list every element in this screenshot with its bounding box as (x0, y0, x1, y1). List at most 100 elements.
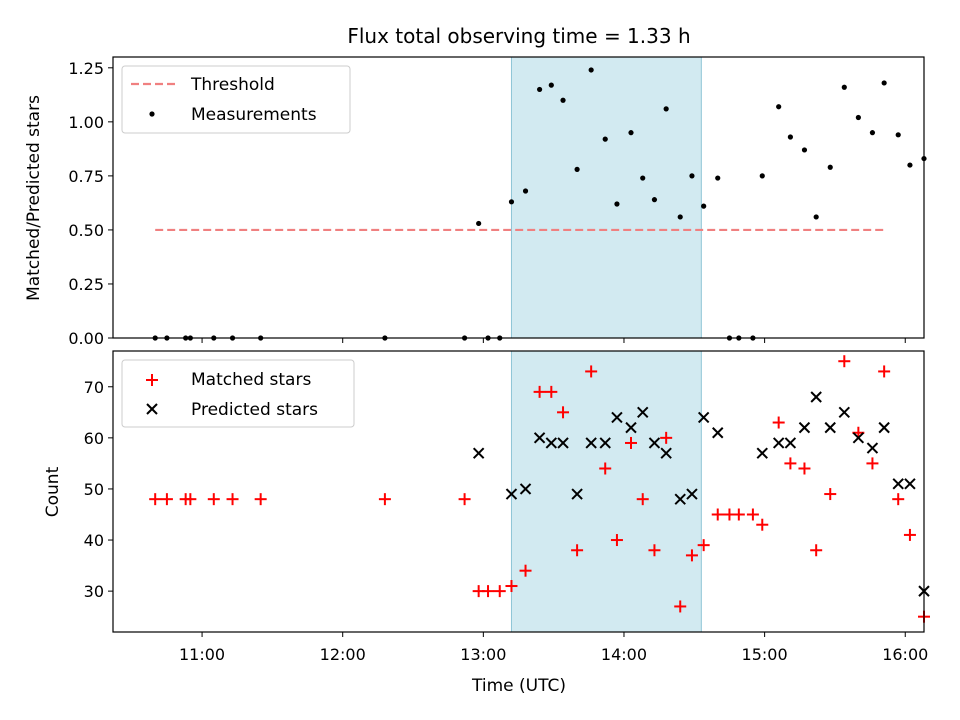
predicted-star-point (571, 488, 583, 500)
y-tick-label: 70 (84, 378, 104, 397)
x-tick-label: 14:00 (601, 645, 647, 664)
matched-star-point (772, 416, 785, 429)
matched-star-point (458, 493, 471, 506)
x-b (904, 478, 916, 490)
x-b (585, 437, 597, 449)
measurement-point (689, 173, 695, 179)
x-b (519, 483, 532, 495)
measurement-point (628, 130, 634, 136)
matched-star-point (207, 493, 220, 506)
measurement-point (677, 214, 683, 220)
x-b (557, 437, 569, 449)
predicted-star-point (892, 478, 904, 490)
predicted-star-point (878, 421, 890, 434)
x-b (784, 437, 797, 449)
predicted-star-point (798, 421, 811, 434)
predicted-star-point (756, 447, 768, 459)
x-b (472, 447, 485, 459)
x-b (533, 432, 546, 444)
measurement-point (701, 203, 707, 209)
x-b (637, 406, 649, 419)
predicted-star-point (472, 447, 485, 459)
matched-star-point (625, 436, 638, 449)
predicted-star-point (637, 406, 649, 419)
matched-star-point (732, 508, 745, 521)
x-axis-label: Time (UTC) (471, 676, 566, 696)
measurement-point (776, 104, 782, 110)
measurement-point (787, 134, 793, 140)
bottom-legend-box (121, 359, 355, 428)
measurement-point (663, 106, 669, 112)
matched-star-point (160, 493, 173, 506)
matched-star-point (784, 457, 797, 470)
matched-star-point (636, 493, 649, 506)
x-b (838, 406, 851, 419)
top-panel: 0.00 0.25 0.50 0.75 1.00 1.25 Matched/Predict… (24, 56, 927, 348)
matched-star-point (585, 365, 598, 378)
y-tick-label: 1.25 (68, 59, 104, 78)
x-tick-label: 15:00 (742, 645, 788, 664)
measurement-point (855, 114, 861, 121)
predicted-star-point (674, 493, 686, 505)
x-b (648, 437, 661, 449)
predicted-star-point (557, 437, 569, 449)
measurement-point (640, 175, 646, 181)
measurement-point (869, 130, 876, 136)
measurement-point (881, 80, 887, 86)
measurement-point (574, 166, 580, 172)
top-ylabel: Matched/Predicted stars (24, 95, 44, 301)
measurement-point (536, 86, 543, 93)
predicted-star-point (852, 432, 865, 444)
measurement-point (522, 188, 529, 194)
measurement-point (651, 197, 658, 203)
matched-star-point (378, 493, 391, 506)
predicted-star-point (866, 442, 879, 454)
matched-star-point (697, 539, 710, 552)
observing-window-top (510, 56, 702, 339)
y-tick-label: 30 (84, 582, 104, 601)
x-b (810, 391, 822, 403)
measurement-point (895, 132, 901, 138)
x-b (660, 447, 672, 459)
matched-star-point (798, 462, 811, 475)
matched-star-point (838, 355, 851, 368)
x-b (892, 478, 904, 490)
matched-star-point (878, 365, 891, 378)
predicted-star-point (585, 437, 597, 449)
predicted-star-point (904, 478, 916, 490)
predicted-star-point (519, 483, 532, 495)
highlight-band (510, 56, 702, 339)
top-y-ticks: 0.00 0.25 0.50 0.75 1.00 1.25 (68, 59, 113, 348)
x-b (697, 411, 710, 424)
matched-star-point (226, 493, 239, 506)
matched-star-point (149, 493, 162, 506)
y-tick-label: 0.00 (68, 329, 104, 348)
y-tick-label: 50 (84, 480, 104, 499)
legend-predicted-label: Predicted stars (191, 400, 318, 420)
x-tick-label: 12:00 (320, 645, 366, 664)
measurement-point (614, 201, 620, 207)
matched-star-point (674, 600, 687, 613)
observing-window-bottom (510, 350, 702, 633)
bottom-panel: 30 40 50 60 70 11:00 12:00 13:00 14:00 15:00 16:0… (43, 338, 930, 696)
y-tick-label: 40 (84, 531, 104, 550)
measurement-point (715, 175, 721, 181)
bottom-ylabel: Count (43, 466, 63, 517)
measurement-point (560, 97, 566, 103)
matched-star-point (571, 544, 584, 557)
x-tick-label: 11:00 (179, 645, 225, 664)
matched-star-point (254, 493, 267, 506)
matched-star-point (545, 385, 558, 398)
predicted-star-point (784, 437, 797, 449)
x-b (599, 437, 611, 449)
x-b (756, 447, 768, 459)
matched-star-point (493, 585, 506, 598)
top-legend: Threshold Measurements (121, 65, 351, 134)
measurement-point (588, 67, 594, 73)
legend-matched-label: Matched stars (191, 370, 311, 390)
legend-measurements-label: Measurements (191, 105, 317, 125)
y-tick-label: 0.50 (68, 221, 104, 240)
predicted-star-point (772, 437, 785, 449)
bottom-axes-frame (112, 350, 925, 633)
